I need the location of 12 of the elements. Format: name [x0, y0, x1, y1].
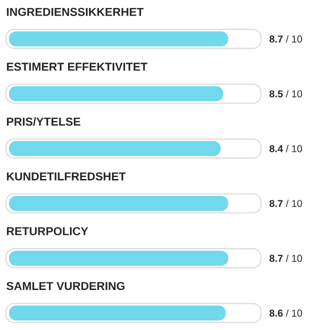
data-label: 8.5 / 10 [270, 90, 302, 98]
data-label: 8.6 / 10 [270, 309, 302, 317]
y-tick-label: ESTIMERT EFFEKTIVITET [6, 62, 148, 71]
y-tick-label: INGREDIENSSIKKERHET [6, 8, 144, 16]
data-label: 8.7 / 10 [270, 200, 302, 208]
data-label: 8.7 / 10 [270, 35, 302, 43]
y-tick-label: SAMLET VURDERING [6, 282, 125, 290]
y-tick-label: KUNDETILFREDSHET [6, 172, 126, 180]
y-tick-label: RETURPOLICY [6, 227, 88, 236]
data-label: 8.7 / 10 [270, 254, 302, 262]
data-label: 8.4 / 10 [270, 144, 302, 152]
y-tick-label: PRIS/YTELSE [6, 117, 80, 126]
